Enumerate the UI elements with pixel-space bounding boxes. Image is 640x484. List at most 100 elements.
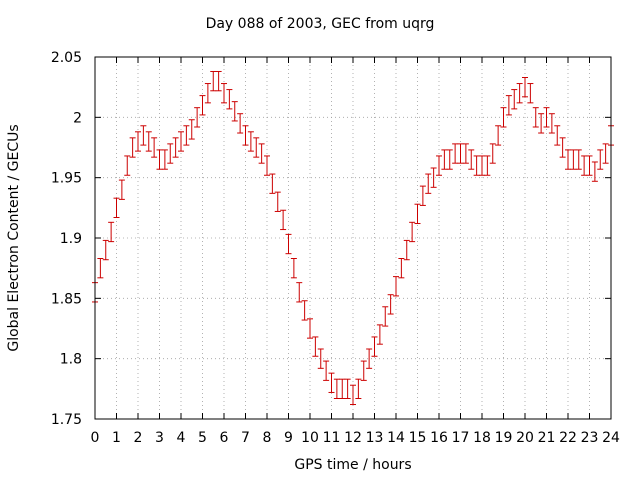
- axes: [94, 56, 612, 420]
- data-point: [307, 318, 313, 339]
- data-point: [575, 149, 582, 170]
- data-point: [178, 131, 184, 152]
- data-point: [118, 179, 125, 200]
- data-point: [323, 360, 330, 381]
- data-point: [425, 173, 432, 194]
- data-point: [538, 113, 545, 134]
- data-point: [532, 107, 539, 128]
- data-point: [602, 143, 609, 164]
- data-point: [124, 155, 131, 176]
- x-tick-label: 4: [177, 430, 186, 446]
- data-point: [296, 282, 303, 303]
- x-tick-label: 17: [452, 430, 470, 446]
- x-tick-label: 14: [387, 430, 405, 446]
- data-point: [360, 360, 367, 381]
- data-point: [446, 149, 453, 170]
- y-tick-label: 1.95: [51, 171, 82, 187]
- data-point: [516, 83, 523, 104]
- data-point: [495, 125, 502, 146]
- data-point: [264, 155, 270, 176]
- data-point: [414, 203, 421, 225]
- data-series: [92, 70, 614, 406]
- data-point: [274, 191, 281, 212]
- data-point: [543, 107, 550, 128]
- data-point: [129, 137, 136, 158]
- data-point: [194, 107, 201, 128]
- data-point: [511, 89, 518, 110]
- data-point: [452, 143, 459, 164]
- data-point: [581, 155, 588, 176]
- data-point: [172, 137, 179, 158]
- x-tick-label: 15: [409, 430, 427, 446]
- data-point: [231, 101, 238, 122]
- data-point: [366, 348, 373, 369]
- x-tick-label: 12: [344, 430, 362, 446]
- data-point: [226, 89, 233, 110]
- data-point: [108, 221, 115, 243]
- x-tick-label: 16: [430, 430, 448, 446]
- x-tick-label: 10: [301, 430, 319, 446]
- data-point: [188, 119, 195, 140]
- x-tick-label: 6: [220, 430, 229, 446]
- data-point: [280, 209, 287, 231]
- data-point: [522, 77, 528, 98]
- data-point: [135, 131, 141, 152]
- x-tick-label: 0: [91, 430, 100, 446]
- data-point: [221, 83, 227, 104]
- x-tick-label: 20: [516, 430, 534, 446]
- data-point: [350, 384, 356, 406]
- data-point: [500, 107, 507, 128]
- y-tick-label: 1.8: [60, 352, 82, 368]
- data-point: [559, 137, 566, 158]
- x-tick-label: 1: [112, 430, 121, 446]
- data-point: [419, 185, 426, 206]
- data-point: [145, 131, 152, 152]
- chart-title: Day 088 of 2003, GEC from uqrg: [205, 16, 435, 32]
- data-point: [430, 167, 437, 188]
- data-point: [301, 300, 308, 321]
- x-tick-label: 21: [538, 430, 556, 446]
- data-point: [161, 149, 168, 170]
- data-point: [290, 258, 297, 279]
- data-point: [548, 113, 555, 134]
- data-point: [102, 239, 109, 261]
- data-point: [215, 70, 222, 92]
- y-axis-title: Global Electron Content / GECUs: [6, 124, 22, 352]
- data-point: [505, 95, 512, 116]
- data-point: [398, 258, 405, 279]
- x-tick-label: 9: [284, 430, 293, 446]
- x-tick-label: 3: [155, 430, 164, 446]
- data-point: [436, 155, 442, 176]
- data-point: [97, 258, 104, 279]
- data-point: [473, 155, 480, 176]
- data-point: [312, 336, 319, 357]
- data-point: [371, 336, 378, 357]
- x-tick-label: 5: [198, 430, 207, 446]
- data-point: [489, 143, 496, 164]
- data-point: [570, 149, 577, 170]
- y-tick-label: 1.85: [51, 291, 82, 307]
- x-tick-label: 11: [323, 430, 341, 446]
- x-tick-label: 22: [559, 430, 577, 446]
- x-tick-label: 2: [134, 430, 143, 446]
- data-point: [269, 173, 276, 194]
- data-point: [156, 149, 163, 170]
- data-point: [167, 143, 174, 164]
- grid-lines: [95, 57, 611, 419]
- data-point: [339, 378, 346, 399]
- data-point: [151, 137, 158, 158]
- data-point: [113, 197, 120, 218]
- data-point: [199, 95, 206, 116]
- y-tick-label: 1.9: [60, 231, 82, 247]
- data-point: [333, 378, 340, 399]
- data-point: [210, 70, 217, 92]
- x-tick-label: 8: [263, 430, 272, 446]
- data-point: [237, 113, 244, 134]
- data-point: [247, 131, 254, 152]
- x-tick-label: 19: [495, 430, 513, 446]
- data-point: [344, 378, 351, 399]
- x-tick-label: 23: [581, 430, 599, 446]
- data-point: [328, 372, 335, 393]
- data-point: [484, 155, 491, 176]
